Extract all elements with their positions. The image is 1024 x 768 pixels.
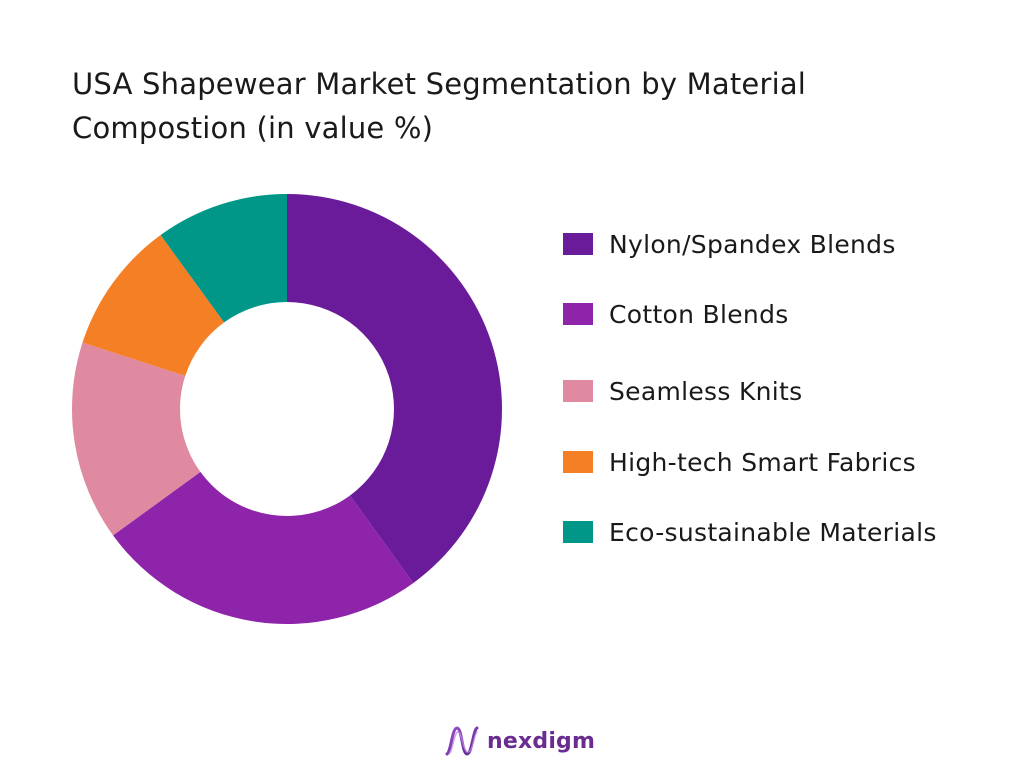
brand-logo: nexdigm bbox=[443, 722, 595, 760]
legend-label: Nylon/Spandex Blends bbox=[609, 229, 896, 259]
donut-slice-2 bbox=[113, 471, 414, 624]
legend-label: Seamless Knits bbox=[609, 376, 803, 406]
donut-slice-5 bbox=[160, 194, 287, 323]
chart-title: USA Shapewear Market Segmentation by Mat… bbox=[72, 67, 807, 145]
legend-swatch bbox=[563, 380, 593, 402]
legend-item: High-tech Smart Fabrics bbox=[563, 444, 1013, 480]
brand-name: nexdigm bbox=[487, 728, 596, 754]
legend-item: Eco-sustainable Materials bbox=[563, 514, 1013, 550]
donut-slice-4 bbox=[82, 235, 225, 376]
legend-item: Nylon/Spandex Blends bbox=[563, 226, 1013, 262]
legend-swatch bbox=[563, 451, 593, 473]
legend-label: Eco-sustainable Materials bbox=[609, 517, 937, 547]
donut-slice-3 bbox=[72, 342, 201, 536]
donut-slice-1 bbox=[287, 194, 503, 583]
legend-label: High-tech Smart Fabrics bbox=[609, 447, 916, 477]
legend-item: Cotton Blends bbox=[563, 296, 1013, 332]
legend-label: Cotton Blends bbox=[609, 299, 789, 329]
legend-item: Seamless Knits bbox=[563, 373, 1013, 409]
legend-swatch bbox=[563, 521, 593, 543]
legend-swatch bbox=[563, 233, 593, 255]
legend-swatch bbox=[563, 303, 593, 325]
nexdigm-wave-logo-icon bbox=[445, 726, 479, 756]
donut-chart bbox=[72, 194, 503, 624]
